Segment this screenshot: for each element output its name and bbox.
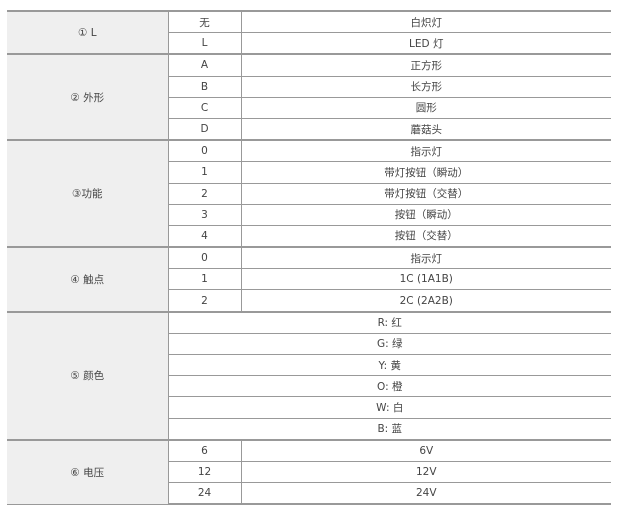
table-row: 2 2C (2A2B): [7, 289, 611, 313]
table-row: ⑤ 颜色 R: 红: [7, 310, 611, 441]
table-row: 3 按钮（瞬动）: [7, 203, 611, 226]
option-code: 4: [168, 224, 242, 249]
option-description: 带灯按钮（瞬动）: [241, 161, 611, 184]
table-row: B: 蓝: [7, 417, 611, 441]
option-code: 1: [168, 268, 242, 291]
option-description: 蘑菇头: [241, 117, 611, 142]
group-label: ④ 触点: [7, 246, 169, 313]
table-row: 2 带灯按钮（交替）: [7, 182, 611, 205]
option-code: 3: [168, 203, 242, 226]
option-description: B: 蓝: [168, 417, 611, 441]
option-description: 正方形: [241, 53, 611, 77]
option-code: 6: [168, 438, 242, 462]
option-description: 按钮（交替）: [241, 224, 611, 249]
option-description: 指示灯: [241, 139, 611, 163]
option-description: 白炽灯: [241, 10, 611, 34]
table-row: L LED 灯: [7, 32, 611, 56]
option-code: B: [168, 75, 242, 98]
table-row: C 圆形: [7, 96, 611, 119]
group-label: ⑤ 颜色: [7, 310, 169, 441]
group-label: ② 外形: [7, 53, 169, 141]
table-row: ① L 无白炽灯: [7, 9, 611, 55]
table-row: ⑥ 电压 6 6V: [7, 438, 611, 505]
option-description: 圆形: [241, 96, 611, 119]
option-description: W: 白: [168, 396, 611, 419]
option-description: 1C (1A1B): [241, 268, 611, 291]
option-code: 24: [168, 482, 242, 506]
option-code: 0: [168, 246, 242, 270]
option-description: O: 橙: [168, 375, 611, 398]
option-code: 1: [168, 161, 242, 184]
option-code: C: [168, 96, 242, 119]
option-description: G: 绿: [168, 332, 611, 356]
table-row: ④ 触点 0 指示灯: [7, 246, 611, 313]
option-description: 2C (2A2B): [241, 289, 611, 313]
option-code: A: [168, 53, 242, 77]
group-label: ⑥ 电压: [7, 438, 169, 505]
option-code: 无: [168, 10, 242, 34]
option-description: Y: 黄: [168, 353, 611, 377]
option-code: L: [168, 32, 242, 56]
option-description: 6V: [241, 438, 611, 462]
table-row: ② 外形 A 正方形: [7, 53, 611, 141]
option-description: 长方形: [241, 75, 611, 98]
table-row: ③功能 0 指示灯: [7, 139, 611, 248]
table-row: B 长方形: [7, 75, 611, 98]
option-description: 带灯按钮（交替）: [241, 182, 611, 205]
option-code: 0: [168, 139, 242, 163]
table-row: D 蘑菇头: [7, 117, 611, 142]
option-description: 按钮（瞬动）: [241, 203, 611, 226]
option-code: 2: [168, 182, 242, 205]
table-row: W: 白: [7, 396, 611, 419]
option-code: 12: [168, 460, 242, 484]
table-row: 12 12V: [7, 460, 611, 484]
option-code: D: [168, 117, 242, 142]
option-description: 指示灯: [241, 246, 611, 270]
option-description: LED 灯: [241, 32, 611, 56]
option-description: 24V: [241, 482, 611, 506]
group-label: ① L: [7, 9, 169, 55]
option-description: R: 红: [168, 310, 611, 334]
table-row: 1 1C (1A1B): [7, 268, 611, 291]
group-label: ③功能: [7, 139, 169, 248]
option-code: 2: [168, 289, 242, 313]
table-row: 24 24V: [7, 482, 611, 506]
table-row: 4 按钮（交替）: [7, 224, 611, 249]
option-description: 12V: [241, 460, 611, 484]
